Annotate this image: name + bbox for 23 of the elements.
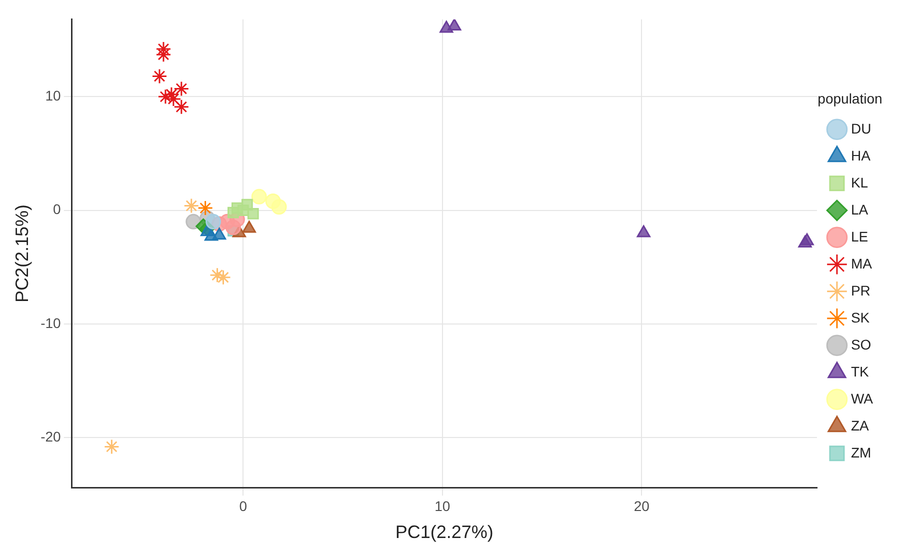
legend-label: KL — [850, 174, 868, 190]
x-tick-label: 10 — [434, 498, 450, 514]
y-axis-title: PC2(2.15%) — [12, 204, 32, 303]
y-tick-label: -20 — [40, 428, 62, 444]
legend-label: LE — [850, 228, 868, 244]
legend-label: SK — [850, 309, 870, 326]
y-tick-label: -10 — [40, 314, 62, 331]
y-tick-label: 0 — [53, 201, 62, 218]
legend-label: TK — [850, 363, 870, 380]
legend-label: ZM — [850, 444, 872, 460]
x-tick-label: 20 — [634, 498, 650, 514]
y-tick-label: 10 — [45, 88, 62, 104]
legend-label: MA — [850, 255, 873, 272]
legend-label: DU — [850, 120, 872, 136]
legend-label: SO — [850, 336, 872, 352]
x-tick-label: 0 — [239, 498, 248, 514]
legend-label: ZA — [850, 417, 870, 434]
legend-label: HA — [850, 147, 872, 164]
x-axis-title: PC1(2.27%) — [395, 522, 494, 542]
legend-label: PR — [850, 282, 870, 298]
legend-title: population — [818, 90, 882, 106]
legend-label: LA — [850, 201, 869, 218]
legend-label: WA — [850, 390, 874, 406]
